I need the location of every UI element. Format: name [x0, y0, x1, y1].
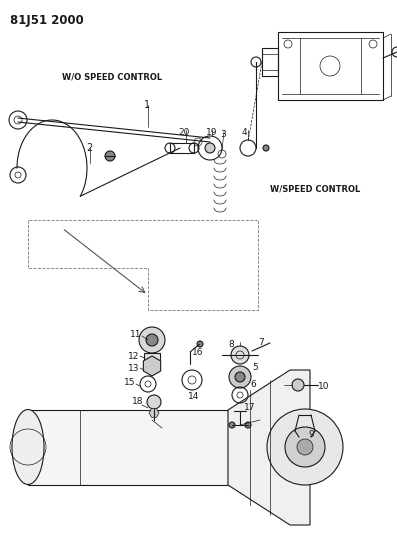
Text: W/SPEED CONTROL: W/SPEED CONTROL — [270, 185, 360, 194]
Text: 1: 1 — [144, 100, 150, 110]
Polygon shape — [149, 409, 159, 417]
Text: 11: 11 — [130, 330, 141, 339]
Circle shape — [229, 422, 235, 428]
Circle shape — [197, 341, 203, 347]
Polygon shape — [143, 356, 161, 376]
Text: 3: 3 — [220, 130, 226, 139]
Text: 18: 18 — [132, 397, 143, 406]
Circle shape — [245, 422, 251, 428]
Circle shape — [229, 366, 251, 388]
Text: 16: 16 — [192, 348, 204, 357]
Bar — [28, 410, 228, 485]
Text: 6: 6 — [250, 380, 256, 389]
Text: 17: 17 — [244, 403, 256, 412]
Circle shape — [292, 379, 304, 391]
Circle shape — [147, 395, 161, 409]
Text: 7: 7 — [258, 338, 264, 347]
Circle shape — [235, 372, 245, 382]
Ellipse shape — [12, 409, 44, 484]
Bar — [144, 353, 160, 361]
Bar — [262, 48, 278, 76]
Circle shape — [139, 327, 165, 353]
Text: 12: 12 — [128, 352, 139, 361]
Bar — [170, 143, 194, 153]
Text: 8: 8 — [228, 340, 234, 349]
Text: 19: 19 — [206, 128, 218, 137]
Text: 20: 20 — [178, 128, 189, 137]
Text: 2: 2 — [86, 143, 92, 153]
Circle shape — [105, 151, 115, 161]
Text: 15: 15 — [124, 378, 135, 387]
Polygon shape — [228, 370, 310, 525]
Bar — [278, 32, 383, 100]
Text: W/O SPEED CONTROL: W/O SPEED CONTROL — [62, 72, 162, 81]
Text: 5: 5 — [252, 363, 258, 372]
Text: 81J51 2000: 81J51 2000 — [10, 14, 84, 27]
Text: 13: 13 — [128, 364, 139, 373]
Text: 9: 9 — [308, 430, 314, 439]
Circle shape — [267, 409, 343, 485]
Circle shape — [146, 334, 158, 346]
Circle shape — [231, 346, 249, 364]
Circle shape — [205, 143, 215, 153]
Circle shape — [297, 439, 313, 455]
Text: 4: 4 — [242, 128, 248, 137]
Circle shape — [285, 427, 325, 467]
Text: 10: 10 — [318, 382, 330, 391]
Text: 14: 14 — [188, 392, 199, 401]
Circle shape — [263, 145, 269, 151]
